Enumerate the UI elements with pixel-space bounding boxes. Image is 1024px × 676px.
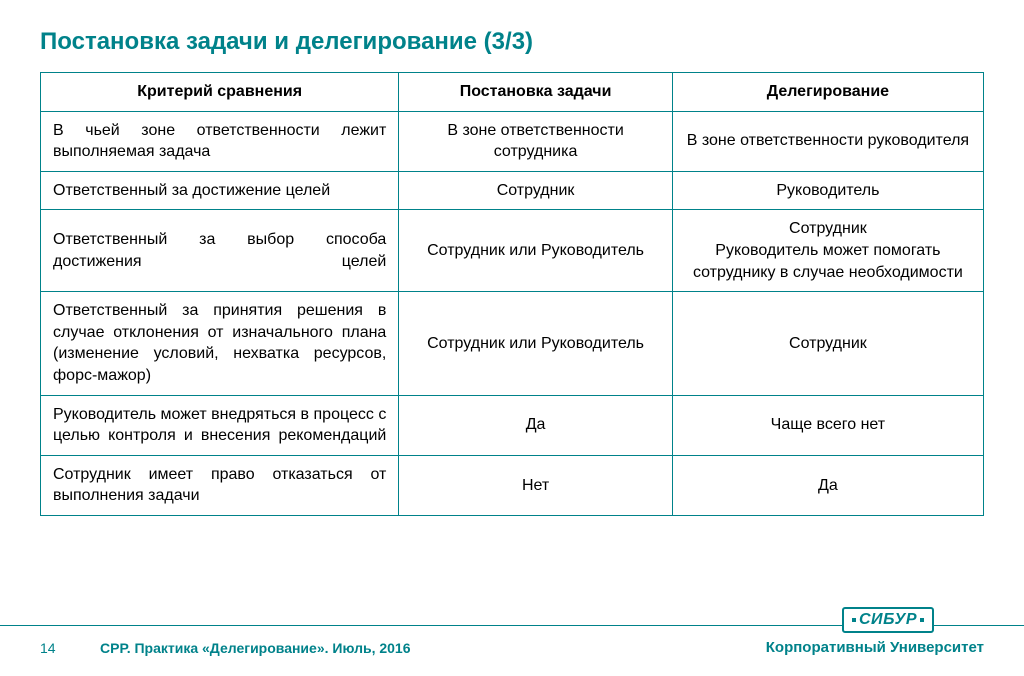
cell-task-setting: Нет (399, 455, 672, 515)
cell-task-setting: В зоне ответственности сотрудника (399, 111, 672, 171)
page-title: Постановка задачи и делегирование (3/3) (40, 28, 984, 56)
brand-dot-icon (920, 618, 924, 622)
cell-criterion: В чьей зоне ответственности лежит выполн… (41, 111, 399, 171)
cell-task-setting: Сотрудник (399, 171, 672, 210)
table-row: Ответственный за выбор способа достижени… (41, 210, 984, 292)
brand-text: СИБУР (859, 611, 917, 629)
slide: Постановка задачи и делегирование (3/3) … (0, 0, 1024, 676)
cell-task-setting: Сотрудник или Руководитель (399, 292, 672, 395)
comparison-table: Критерий сравнения Постановка задачи Дел… (40, 72, 984, 516)
cell-delegation: В зоне ответственности руководителя (672, 111, 983, 171)
cell-delegation: Сотрудник (672, 292, 983, 395)
table-header-row: Критерий сравнения Постановка задачи Дел… (41, 73, 984, 112)
cell-task-setting: Сотрудник или Руководитель (399, 210, 672, 292)
header-task-setting: Постановка задачи (399, 73, 672, 112)
cell-delegation: Руководитель (672, 171, 983, 210)
cell-task-setting: Да (399, 395, 672, 455)
brand-logo: СИБУР (842, 607, 934, 633)
cell-delegation: Да (672, 455, 983, 515)
brand-dot-icon (852, 618, 856, 622)
cell-criterion: Ответственный за принятия решения в случ… (41, 292, 399, 395)
cell-delegation: СотрудникРуководитель может помогать сот… (672, 210, 983, 292)
cell-delegation: Чаще всего нет (672, 395, 983, 455)
header-criterion: Критерий сравнения (41, 73, 399, 112)
page-number: 14 (40, 640, 56, 656)
cell-criterion: Ответственный за достижение целей (41, 171, 399, 210)
table-row: Сотрудник имеет право отказаться от выпо… (41, 455, 984, 515)
table-row: Ответственный за принятия решения в случ… (41, 292, 984, 395)
table-body: В чьей зоне ответственности лежит выполн… (41, 111, 984, 515)
cell-criterion: Руководитель может внедряться в процесс … (41, 395, 399, 455)
footer-left-text: СРР. Практика «Делегирование». Июль, 201… (100, 640, 411, 656)
table-row: В чьей зоне ответственности лежит выполн… (41, 111, 984, 171)
comparison-table-container: Критерий сравнения Постановка задачи Дел… (40, 72, 984, 516)
footer-right-text: Корпоративный Университет (766, 639, 984, 656)
table-row: Ответственный за достижение целейСотрудн… (41, 171, 984, 210)
cell-criterion: Сотрудник имеет право отказаться от выпо… (41, 455, 399, 515)
brand-box: СИБУР (842, 607, 934, 633)
cell-criterion: Ответственный за выбор способа достижени… (41, 210, 399, 292)
header-delegation: Делегирование (672, 73, 983, 112)
table-row: Руководитель может внедряться в процесс … (41, 395, 984, 455)
